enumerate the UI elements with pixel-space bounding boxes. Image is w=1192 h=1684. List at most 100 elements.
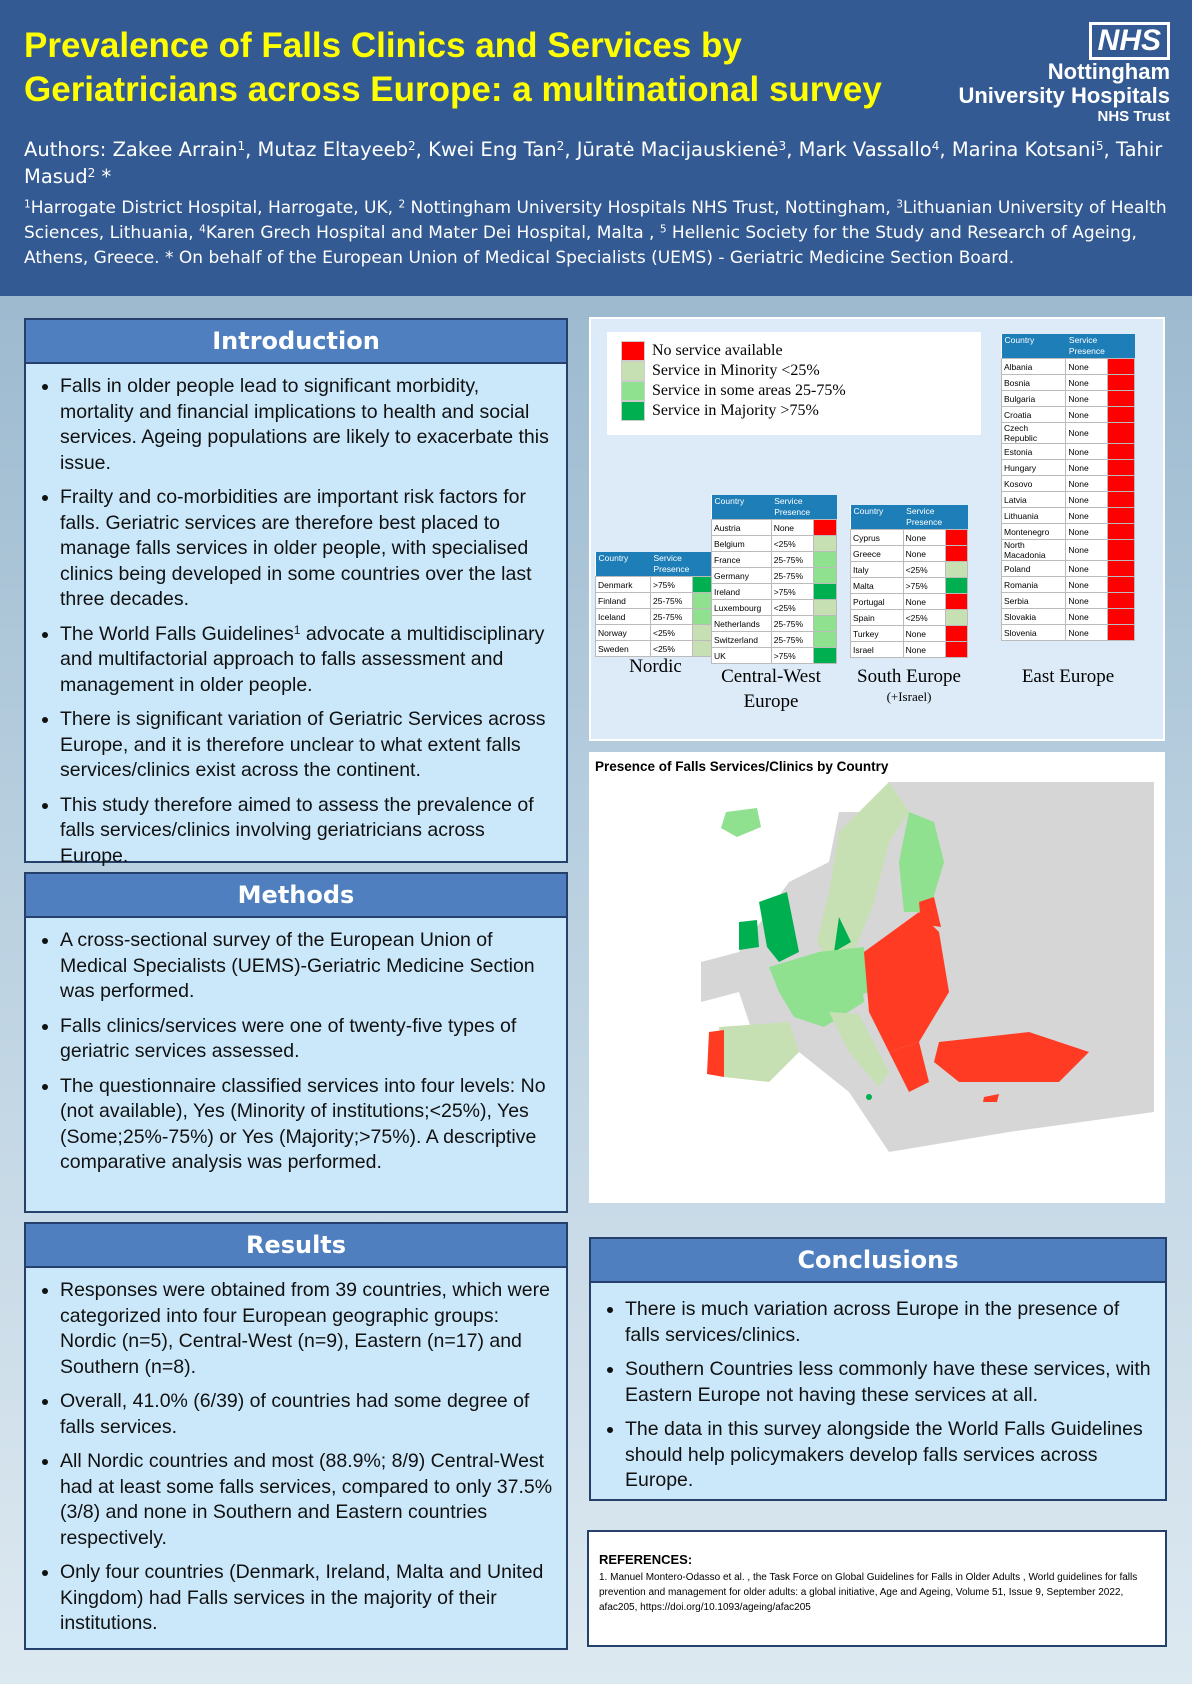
- group-name: Nordic: [591, 654, 720, 679]
- legend-item: Service in some areas 25-75%: [607, 381, 981, 401]
- legend-swatch: [621, 401, 645, 421]
- references: REFERENCES: 1. Manuel Montero-Odasso et …: [587, 1530, 1167, 1647]
- portugal: [707, 1030, 724, 1077]
- intro-panel: Introduction Falls in older people lead t…: [24, 318, 568, 867]
- bullet: There is significant variation of Geriat…: [60, 707, 556, 784]
- status-cell: [944, 561, 969, 578]
- affiliation-sup: 2: [398, 198, 406, 211]
- country: Sweden: [595, 640, 651, 657]
- table-row: Romania None: [1000, 576, 1135, 593]
- legend-label: Service in Minority <25%: [652, 362, 820, 379]
- table-header: Country Service Presence: [711, 495, 837, 520]
- country: Austria: [711, 519, 772, 536]
- status-cell: [812, 519, 838, 536]
- status-cell: [812, 583, 838, 600]
- service: None: [1065, 576, 1109, 593]
- country: Ireland: [711, 583, 772, 600]
- east-europe: [864, 912, 949, 1052]
- affiliation-sup: 4: [199, 223, 206, 236]
- author-sup: 5: [1095, 138, 1104, 153]
- country: Montenegro: [1000, 523, 1067, 540]
- table-row: Latvia None: [1000, 491, 1135, 508]
- section-title: Methods: [26, 874, 566, 918]
- table-row: Israel None: [850, 641, 969, 658]
- status-cell: [1107, 422, 1135, 444]
- header-cell: Country: [711, 495, 772, 520]
- header-cell: Service Presence: [1065, 334, 1108, 359]
- country: Switzerland: [711, 631, 772, 648]
- conclusions-panel: Conclusions There is much variation acros…: [589, 1237, 1167, 1501]
- affiliation: Nottingham University Hospitals NHS Trus…: [405, 198, 897, 218]
- finland: [899, 812, 944, 912]
- baltics: [919, 897, 941, 927]
- affiliation-sup: 1: [24, 198, 31, 211]
- service: 25-75%: [770, 631, 814, 648]
- bullet-list: A cross-sectional survey of the European…: [34, 928, 556, 1176]
- status-cell: [1107, 374, 1135, 391]
- service: >75%: [902, 577, 946, 594]
- table-row: Belgium <25%: [711, 535, 838, 552]
- country: Germany: [711, 567, 772, 584]
- germany: [819, 947, 869, 1002]
- bullet: The data in this survey alongside the Wo…: [625, 1417, 1155, 1494]
- table-row: Portugal None: [850, 593, 969, 610]
- status-cell: [1107, 624, 1135, 641]
- bullet: There is much variation across Europe in…: [625, 1297, 1155, 1348]
- header-cell: Country: [1001, 334, 1066, 359]
- service: None: [902, 529, 946, 546]
- bullet: Responses were obtained from 39 countrie…: [60, 1278, 556, 1380]
- country: Latvia: [1000, 491, 1067, 508]
- table-row: Norway <25%: [595, 624, 717, 641]
- country: Serbia: [1000, 592, 1067, 609]
- bullet: This study therefore aimed to assess the…: [60, 793, 556, 870]
- affiliation: Harrogate District Hospital, Harrogate, …: [30, 198, 399, 218]
- header-cell: Country: [850, 505, 904, 530]
- ireland: [739, 920, 759, 950]
- status-cell: [1107, 390, 1135, 407]
- service: None: [1065, 422, 1109, 444]
- reference: 1. Manuel Montero-Odasso et al. , the Ta…: [599, 1572, 1138, 1613]
- title-line: Prevalence of Falls Clinics and Services…: [24, 26, 742, 65]
- country: Slovenia: [1000, 624, 1067, 641]
- bullet-text: The World Falls Guidelines: [60, 622, 294, 645]
- service: 25-75%: [649, 592, 693, 609]
- logo-line: Nottingham: [1047, 59, 1170, 84]
- service-tables: No service available Service in Minority …: [589, 317, 1165, 741]
- country: Malta: [850, 577, 904, 594]
- country: Estonia: [1000, 443, 1067, 460]
- country: Croatia: [1000, 406, 1067, 423]
- affiliation: Hellenic Society for the Study and Resea…: [24, 223, 1137, 268]
- bullet-list: Falls in older people lead to significan…: [34, 374, 556, 869]
- table-row: Austria None: [711, 519, 838, 536]
- country: Romania: [1000, 576, 1067, 593]
- table-row: Malta >75%: [850, 577, 969, 594]
- table-row: Italy <25%: [850, 561, 969, 578]
- title: Prevalence of Falls Clinics and Services…: [24, 24, 882, 112]
- map-panel: Presence of Falls Services/Clinics by Co…: [589, 752, 1165, 1203]
- table-row: Slovenia None: [1000, 624, 1135, 641]
- status-cell: [1107, 406, 1135, 423]
- logo-badge: NHS: [1088, 22, 1170, 60]
- status-cell: [1107, 592, 1135, 609]
- table-row: Czech Republic None: [1000, 422, 1135, 444]
- country: Belgium: [711, 535, 772, 552]
- status-cell: [944, 609, 969, 626]
- legend-swatch: [621, 381, 645, 401]
- country: Bosnia: [1000, 374, 1067, 391]
- affiliation-sup: 3: [896, 198, 903, 211]
- status-cell: [691, 624, 717, 641]
- service: 25-75%: [770, 567, 814, 584]
- table-row: France 25-75%: [711, 551, 838, 568]
- author-sup: 1: [237, 138, 246, 153]
- legend-item: Service in Minority <25%: [607, 361, 981, 381]
- status-cell: [1107, 576, 1135, 593]
- service: None: [1065, 390, 1109, 407]
- table-row: Albania None: [1000, 358, 1135, 375]
- country: Turkey: [850, 625, 904, 642]
- country: Lithuania: [1000, 507, 1067, 524]
- bullet-text: advocate a multidisciplinary and multifa…: [60, 622, 545, 696]
- legend-label: Service in some areas 25-75%: [652, 382, 846, 399]
- country: France: [711, 551, 772, 568]
- methods-panel: Methods A cross-sectional survey of the E…: [24, 872, 568, 1213]
